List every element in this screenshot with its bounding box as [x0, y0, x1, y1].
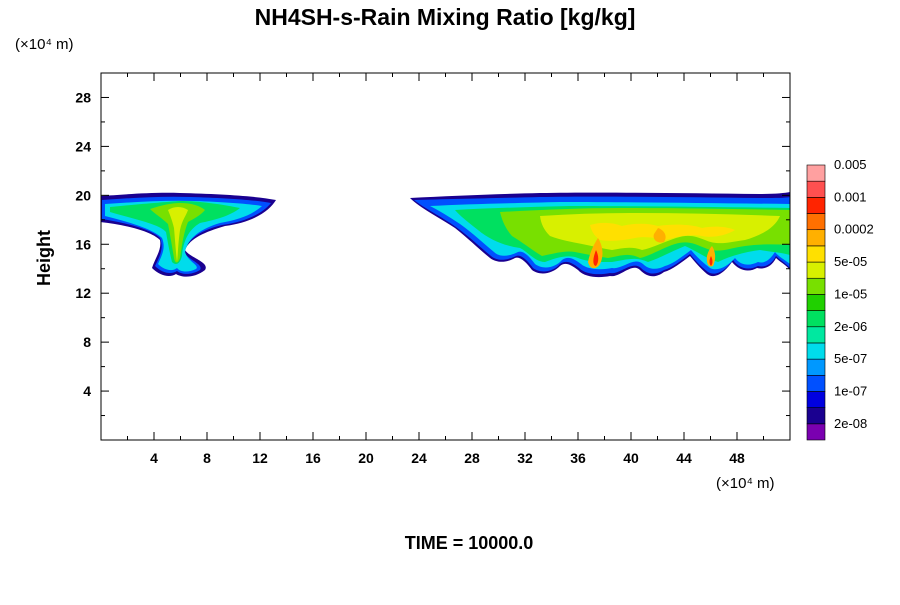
colorbar-swatch: [806, 374, 826, 392]
colorbar-swatch: [806, 180, 826, 198]
x-tick-label: 32: [517, 450, 533, 466]
colorbar-swatch: [806, 277, 826, 295]
x-tick-label: 24: [411, 450, 427, 466]
colorbar-swatch: [806, 213, 826, 231]
y-tick-label: 24: [75, 138, 91, 154]
x-tick-label: 40: [623, 450, 639, 466]
colorbar-swatch: [806, 358, 826, 376]
y-tick-label: 28: [75, 89, 91, 105]
colorbar-swatch: [806, 423, 826, 441]
x-tick-label: 36: [570, 450, 586, 466]
x-axis: 4 8 12 16 20 24 28 32 36 40 44 48: [127, 73, 764, 466]
contour-anvil-left: [101, 192, 276, 277]
x-tick-label: 12: [252, 450, 268, 466]
colorbar-label: 0.005: [834, 157, 867, 172]
contour-field: [101, 192, 790, 278]
x-unit-label: (×10⁴ m): [716, 475, 775, 492]
y-tick-label: 8: [83, 334, 91, 350]
x-tick-label: 28: [464, 450, 480, 466]
x-tick-label: 16: [305, 450, 321, 466]
colorbar-swatch: [806, 164, 826, 182]
colorbar-label: 5e-07: [834, 351, 867, 366]
colorbar-swatch: [806, 310, 826, 328]
y-unit-label: (×10⁴ m): [15, 36, 74, 53]
colorbar-label: 1e-07: [834, 383, 867, 398]
colorbar-label: 0.001: [834, 189, 867, 204]
colorbar-swatch: [806, 407, 826, 425]
y-tick-label: 16: [75, 236, 91, 252]
colorbar-swatch: [806, 391, 826, 408]
colorbar-swatch: [806, 342, 826, 360]
y-tick-label: 12: [75, 285, 91, 301]
contour-anvil-right: [410, 192, 790, 278]
y-axis: 4 8 12 16 20 24 28: [75, 89, 790, 417]
colorbar-swatch: [806, 261, 826, 279]
y-tick-label: 20: [75, 187, 91, 203]
x-tick-label: 4: [150, 450, 158, 466]
colorbar-swatch: [806, 245, 826, 263]
colorbar-label: 0.0002: [834, 222, 874, 237]
x-tick-label: 44: [676, 450, 692, 466]
time-label: TIME = 10000.0: [405, 533, 534, 553]
x-tick-label: 8: [203, 450, 211, 466]
colorbar-swatch: [806, 294, 826, 311]
colorbar-label: 1e-05: [834, 286, 867, 301]
x-tick-label: 20: [358, 450, 374, 466]
x-tick-label: 48: [729, 450, 745, 466]
colorbar-swatch: [806, 197, 826, 214]
colorbar-label: 5e-05: [834, 254, 867, 269]
colorbar-swatch: [806, 229, 826, 247]
chart-title: NH4SH-s-Rain Mixing Ratio [kg/kg]: [255, 4, 636, 30]
y-tick-label: 4: [83, 383, 91, 399]
colorbar-swatch: [806, 326, 826, 344]
y-axis-title: Height: [34, 230, 54, 286]
colorbar-label: 2e-08: [834, 416, 867, 431]
colorbar: 2e-08 1e-07 5e-07 2e-06 1e-05 5e-05 0.0002 0.00…: [806, 157, 874, 441]
colorbar-label: 2e-06: [834, 319, 867, 334]
